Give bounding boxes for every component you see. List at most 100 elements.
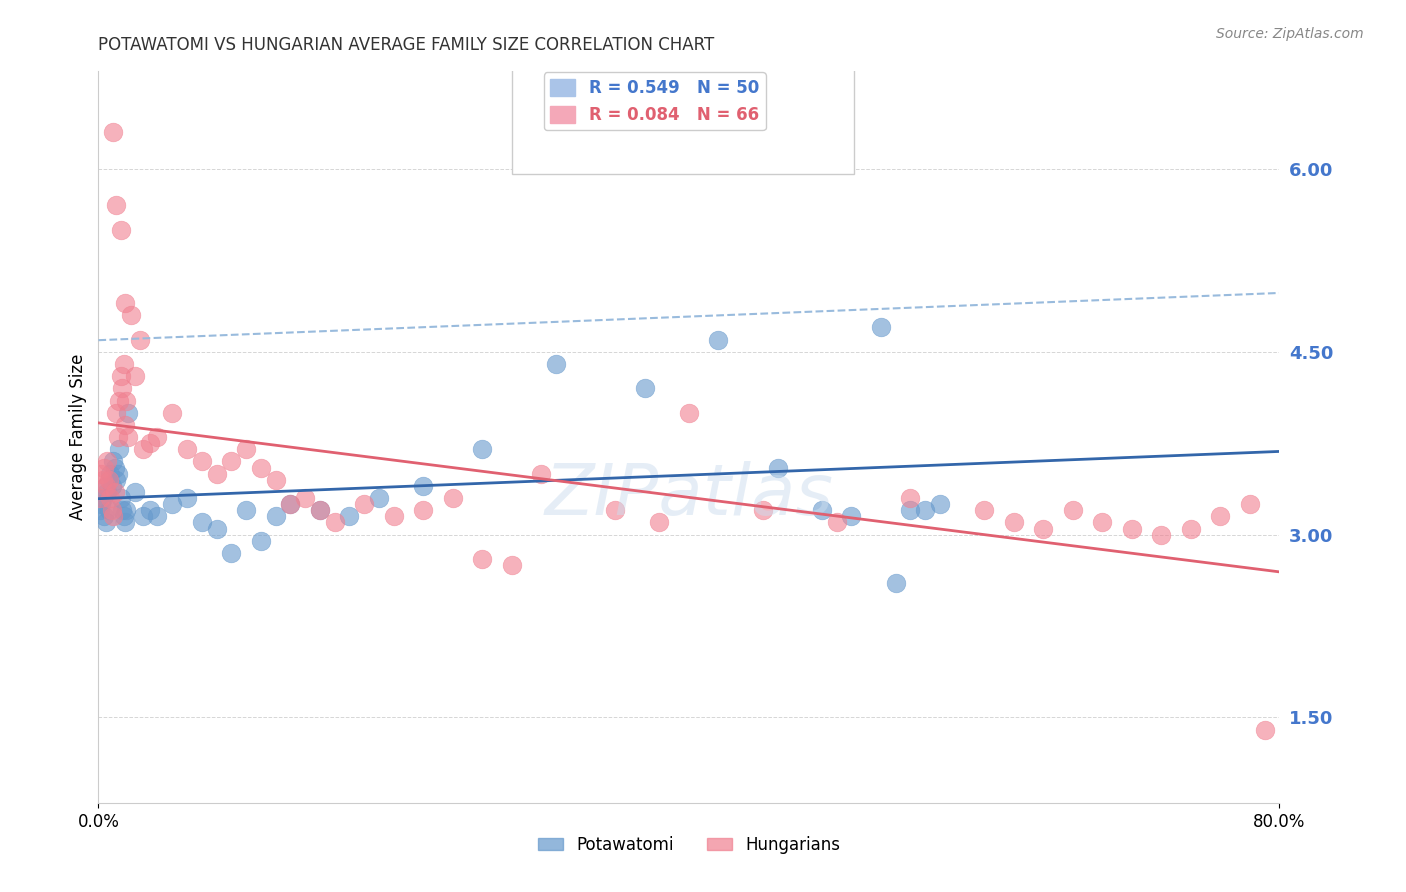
Point	[678, 406, 700, 420]
Point	[1209, 509, 1232, 524]
Point	[94, 479, 117, 493]
Point	[309, 503, 332, 517]
Point	[605, 503, 627, 517]
Point	[412, 503, 434, 517]
Point	[353, 497, 375, 511]
Point	[139, 503, 162, 517]
Point	[191, 454, 214, 468]
Point	[869, 320, 891, 334]
Point	[278, 497, 302, 511]
Point	[162, 497, 183, 511]
Point	[1091, 516, 1114, 530]
Point	[914, 503, 936, 517]
Point	[530, 467, 553, 481]
Point	[648, 516, 671, 530]
Point	[111, 381, 134, 395]
Point	[264, 473, 287, 487]
FancyBboxPatch shape	[512, 57, 855, 174]
Point	[105, 198, 128, 212]
Point	[825, 516, 848, 530]
Point	[339, 509, 360, 524]
Point	[1254, 723, 1277, 737]
Point	[928, 497, 950, 511]
Point	[104, 460, 127, 475]
Point	[235, 503, 257, 517]
Legend: Potawatomi, Hungarians: Potawatomi, Hungarians	[531, 829, 846, 860]
Point	[120, 308, 142, 322]
Point	[103, 125, 125, 139]
Point	[132, 442, 155, 457]
Point	[103, 509, 125, 524]
Point	[105, 406, 128, 420]
Point	[219, 454, 242, 468]
Point	[441, 491, 464, 505]
Point	[96, 485, 118, 500]
Point	[114, 296, 136, 310]
Point	[100, 479, 122, 493]
Point	[111, 503, 134, 517]
Point	[104, 485, 127, 500]
Point	[97, 473, 120, 487]
Point	[114, 417, 136, 432]
Point	[112, 509, 135, 524]
Point	[132, 509, 155, 524]
Point	[89, 503, 111, 517]
Text: POTAWATOMI VS HUNGARIAN AVERAGE FAMILY SIZE CORRELATION CHART: POTAWATOMI VS HUNGARIAN AVERAGE FAMILY S…	[98, 36, 714, 54]
Point	[107, 467, 129, 481]
Point	[1180, 521, 1202, 535]
Point	[98, 467, 121, 481]
Point	[110, 223, 132, 237]
Point	[97, 503, 120, 517]
Point	[810, 503, 832, 517]
Point	[117, 430, 139, 444]
Point	[112, 357, 135, 371]
Point	[94, 516, 117, 530]
Point	[110, 369, 132, 384]
Point	[1150, 527, 1173, 541]
Point	[751, 503, 773, 517]
Point	[91, 491, 114, 505]
Point	[107, 430, 129, 444]
Point	[382, 509, 405, 524]
Point	[1002, 516, 1025, 530]
Point	[191, 516, 214, 530]
Point	[162, 406, 183, 420]
Point	[96, 454, 118, 468]
Point	[368, 491, 391, 505]
Point	[93, 460, 115, 475]
Point	[124, 369, 146, 384]
Y-axis label: Average Family Size: Average Family Size	[69, 354, 87, 520]
Point	[110, 491, 132, 505]
Point	[309, 503, 332, 517]
Point	[146, 430, 169, 444]
Point	[108, 393, 131, 408]
Point	[766, 460, 789, 475]
Point	[93, 509, 115, 524]
Point	[128, 333, 150, 347]
Point	[176, 442, 198, 457]
Point	[841, 509, 863, 524]
Point	[412, 479, 434, 493]
Point	[90, 467, 112, 481]
Point	[1032, 521, 1054, 535]
Point	[114, 516, 136, 530]
Point	[471, 442, 494, 457]
Point	[94, 479, 117, 493]
Text: Source: ZipAtlas.com: Source: ZipAtlas.com	[1216, 27, 1364, 41]
Point	[176, 491, 198, 505]
Point	[115, 393, 138, 408]
Point	[323, 516, 346, 530]
Point	[235, 442, 257, 457]
Point	[973, 503, 995, 517]
Point	[884, 576, 907, 591]
Point	[146, 509, 169, 524]
Point	[471, 552, 494, 566]
Point	[205, 521, 228, 535]
Point	[250, 460, 273, 475]
Point	[294, 491, 316, 505]
Point	[264, 509, 287, 524]
Point	[219, 546, 242, 560]
Point	[546, 357, 568, 371]
Point	[105, 473, 128, 487]
Point	[250, 533, 273, 548]
